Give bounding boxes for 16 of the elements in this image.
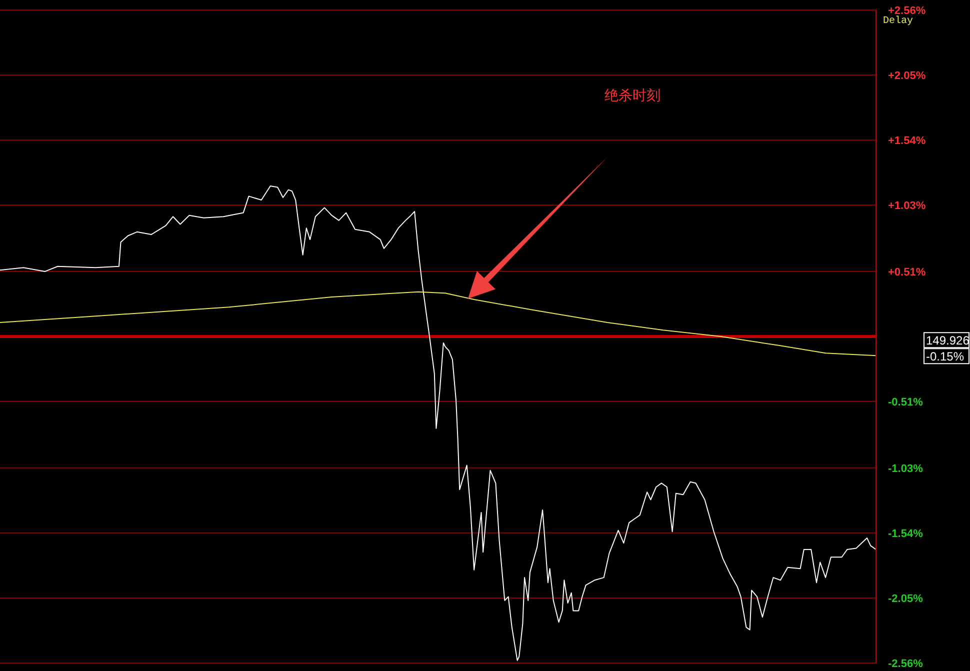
y-tick-label: +2.56% [888,4,926,17]
y-tick-label: +0.51% [888,266,926,278]
line-series [0,186,876,661]
text: Delay [882,15,913,27]
y-tick-label: +1.54% [888,134,926,147]
text: -0.15% [926,350,964,364]
y-tick-label: -1.03% [888,462,924,475]
y-tick-label: -1.54% [888,528,924,540]
line-series [0,291,876,356]
y-tick-label: +2.05% [888,70,926,82]
annotation: 绝杀时刻 [604,87,661,103]
text: 149.926 [926,334,970,348]
y-tick-label: -2.05% [888,592,924,605]
y-tick-label: +1.03% [888,200,926,212]
y-tick-label: -2.56% [888,658,924,670]
y-tick-label: -0.51% [888,396,924,408]
